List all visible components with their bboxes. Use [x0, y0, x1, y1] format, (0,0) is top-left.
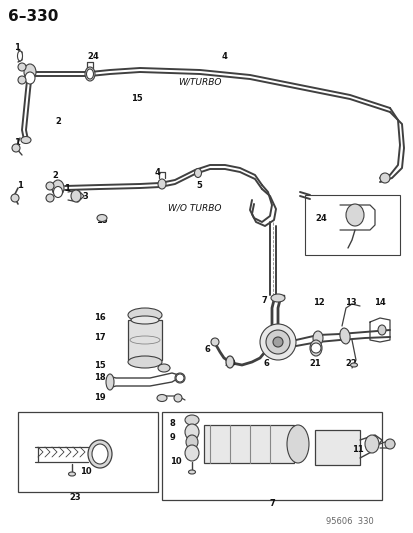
Text: 95606  330: 95606 330	[325, 518, 373, 527]
Ellipse shape	[364, 435, 378, 453]
Text: 15: 15	[94, 360, 105, 369]
Text: W/O TURBO: W/O TURBO	[168, 204, 221, 213]
Ellipse shape	[106, 374, 114, 390]
Text: 2: 2	[52, 171, 58, 180]
Text: 16: 16	[94, 313, 105, 322]
Ellipse shape	[86, 69, 93, 79]
Text: 19: 19	[94, 393, 105, 402]
Ellipse shape	[88, 440, 112, 468]
Circle shape	[379, 173, 389, 183]
Text: 6: 6	[204, 345, 210, 354]
Circle shape	[46, 194, 54, 202]
Text: 9: 9	[170, 433, 176, 442]
Text: 17: 17	[94, 334, 105, 343]
Ellipse shape	[92, 444, 108, 464]
Text: 24: 24	[87, 52, 99, 61]
Ellipse shape	[312, 331, 322, 345]
Text: 14: 14	[373, 297, 385, 306]
Ellipse shape	[339, 328, 349, 344]
Circle shape	[18, 76, 26, 84]
Text: 12: 12	[312, 297, 324, 306]
Circle shape	[46, 182, 54, 190]
Text: 1: 1	[64, 183, 70, 192]
Text: 1: 1	[17, 181, 23, 190]
Ellipse shape	[21, 136, 31, 143]
Ellipse shape	[128, 356, 161, 368]
Text: 7: 7	[261, 295, 267, 304]
Ellipse shape	[25, 72, 35, 84]
Circle shape	[12, 144, 20, 152]
Text: 18: 18	[94, 374, 105, 383]
Bar	[314, 430, 359, 465]
Text: 10: 10	[170, 457, 181, 466]
Ellipse shape	[185, 445, 199, 461]
Ellipse shape	[350, 363, 357, 367]
Circle shape	[176, 374, 183, 382]
Circle shape	[259, 324, 295, 360]
Ellipse shape	[24, 64, 36, 80]
Ellipse shape	[175, 373, 185, 383]
Ellipse shape	[17, 51, 22, 61]
Bar	[204, 425, 293, 463]
Text: 1: 1	[14, 138, 20, 147]
Circle shape	[18, 63, 26, 71]
Ellipse shape	[345, 204, 363, 226]
Ellipse shape	[225, 356, 233, 368]
Text: 15: 15	[96, 215, 107, 224]
Ellipse shape	[131, 316, 159, 324]
Circle shape	[266, 330, 289, 354]
Ellipse shape	[194, 168, 201, 177]
Ellipse shape	[188, 470, 195, 474]
Ellipse shape	[71, 190, 81, 202]
Text: 11: 11	[351, 446, 363, 455]
Ellipse shape	[53, 187, 62, 198]
Bar	[161, 412, 381, 500]
Ellipse shape	[384, 439, 394, 449]
Circle shape	[272, 337, 282, 347]
Text: 5: 5	[195, 181, 202, 190]
Ellipse shape	[52, 180, 64, 196]
Text: 8: 8	[170, 419, 176, 429]
Text: 22: 22	[344, 359, 356, 367]
Text: 10: 10	[80, 466, 91, 475]
Text: 4: 4	[221, 52, 227, 61]
Text: W/TURBO: W/TURBO	[178, 77, 221, 86]
Ellipse shape	[68, 472, 75, 476]
Text: 1: 1	[14, 43, 20, 52]
Bar	[18, 412, 158, 492]
Text: 2: 2	[55, 117, 61, 125]
Bar	[128, 320, 161, 360]
Text: 3: 3	[82, 191, 88, 200]
Ellipse shape	[271, 294, 284, 302]
Text: 21: 21	[308, 359, 320, 367]
Ellipse shape	[173, 394, 182, 402]
Text: 24: 24	[314, 214, 326, 222]
Text: 13: 13	[344, 297, 356, 306]
Ellipse shape	[309, 340, 321, 356]
Ellipse shape	[211, 338, 218, 346]
Text: 6: 6	[263, 359, 269, 367]
Bar	[304, 195, 399, 255]
Text: 6–330: 6–330	[8, 9, 58, 23]
Ellipse shape	[128, 308, 161, 322]
Circle shape	[11, 194, 19, 202]
Text: 15: 15	[131, 93, 142, 102]
Ellipse shape	[158, 364, 170, 372]
Ellipse shape	[158, 179, 166, 189]
Text: 7: 7	[268, 499, 274, 508]
Ellipse shape	[97, 214, 107, 222]
Circle shape	[310, 343, 320, 353]
Ellipse shape	[185, 424, 199, 440]
Text: 4: 4	[154, 167, 161, 176]
Ellipse shape	[185, 415, 199, 425]
Ellipse shape	[85, 67, 95, 81]
Text: 20: 20	[223, 359, 235, 367]
Ellipse shape	[377, 325, 385, 335]
Ellipse shape	[286, 425, 308, 463]
Ellipse shape	[157, 394, 166, 401]
Ellipse shape	[185, 435, 197, 449]
Text: 23: 23	[69, 494, 81, 503]
